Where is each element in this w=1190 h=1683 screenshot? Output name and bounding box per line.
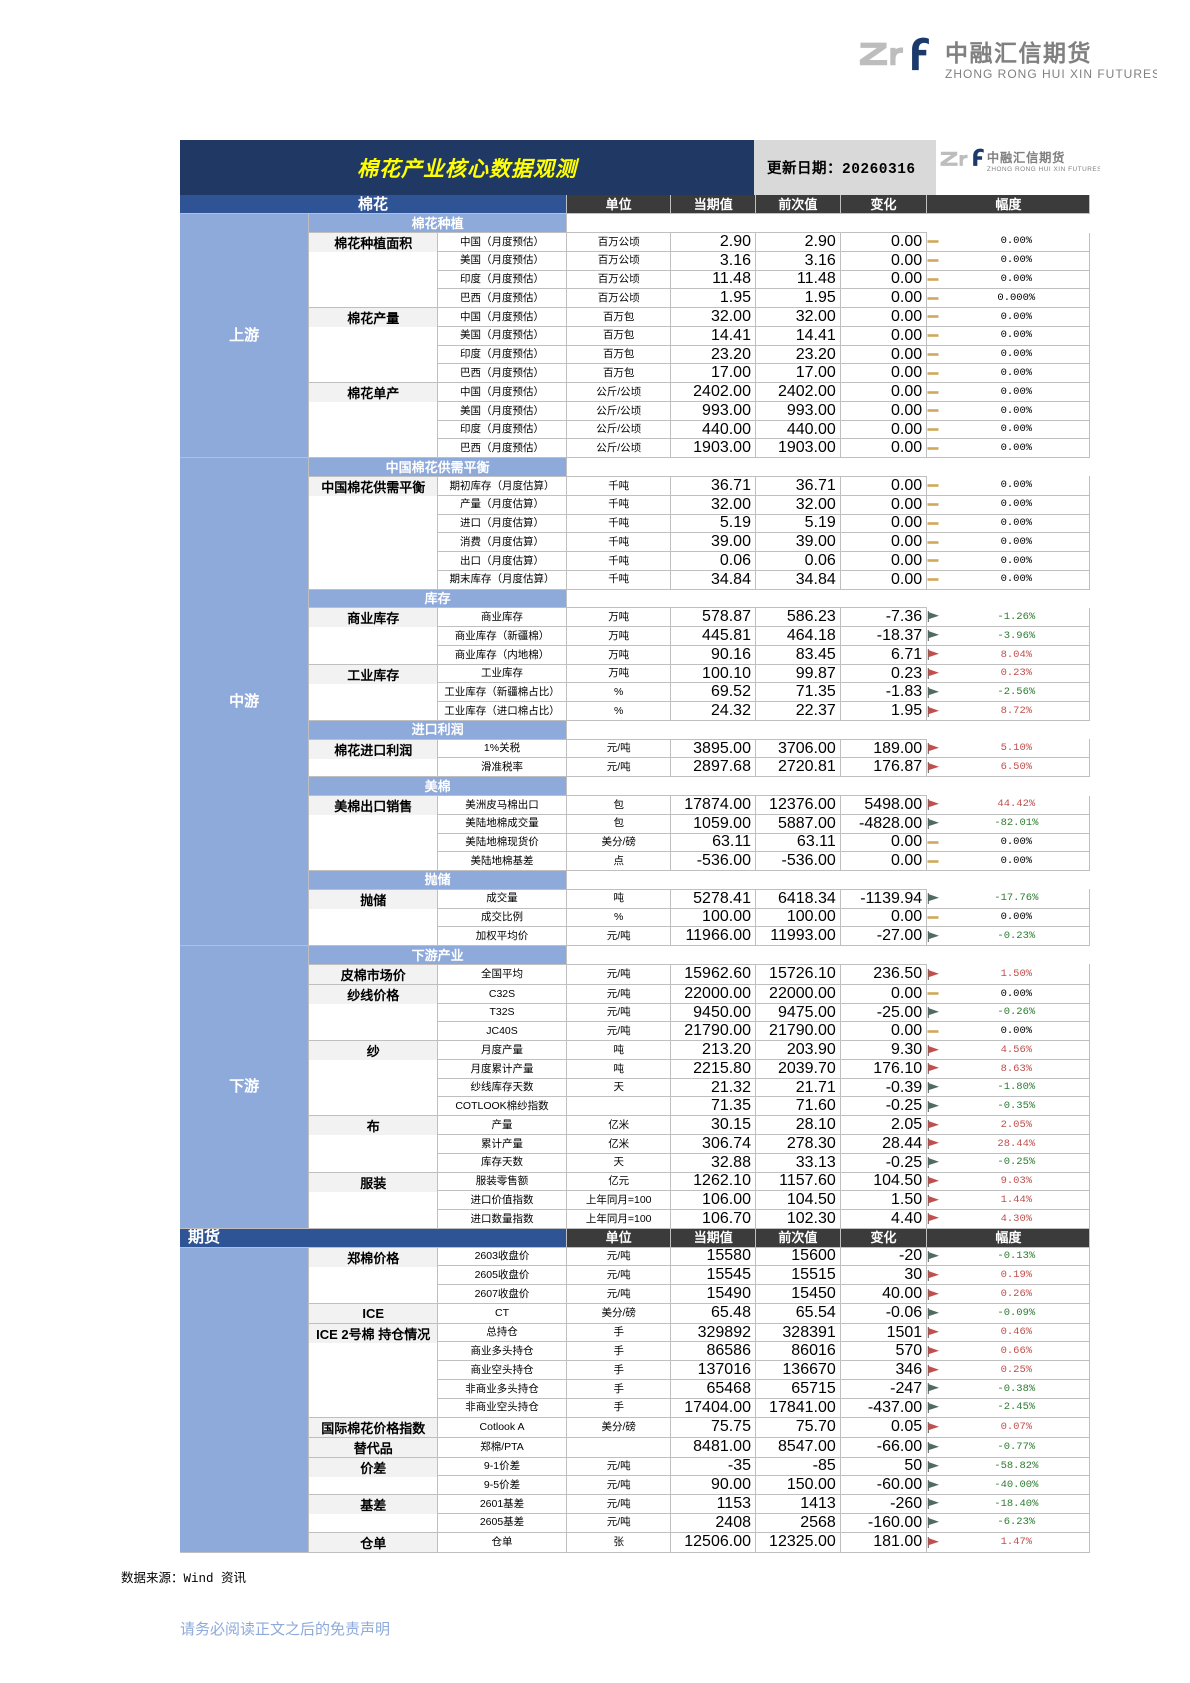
svg-text:中融汇信期货: 中融汇信期货 — [987, 150, 1065, 165]
svg-text:中融汇信期货: 中融汇信期货 — [945, 40, 1092, 66]
svg-text:ZHONG RONG HUI XIN FUTURES: ZHONG RONG HUI XIN FUTURES — [987, 166, 1100, 173]
svg-text:ZHONG RONG HUI XIN FUTURES: ZHONG RONG HUI XIN FUTURES — [945, 67, 1157, 81]
